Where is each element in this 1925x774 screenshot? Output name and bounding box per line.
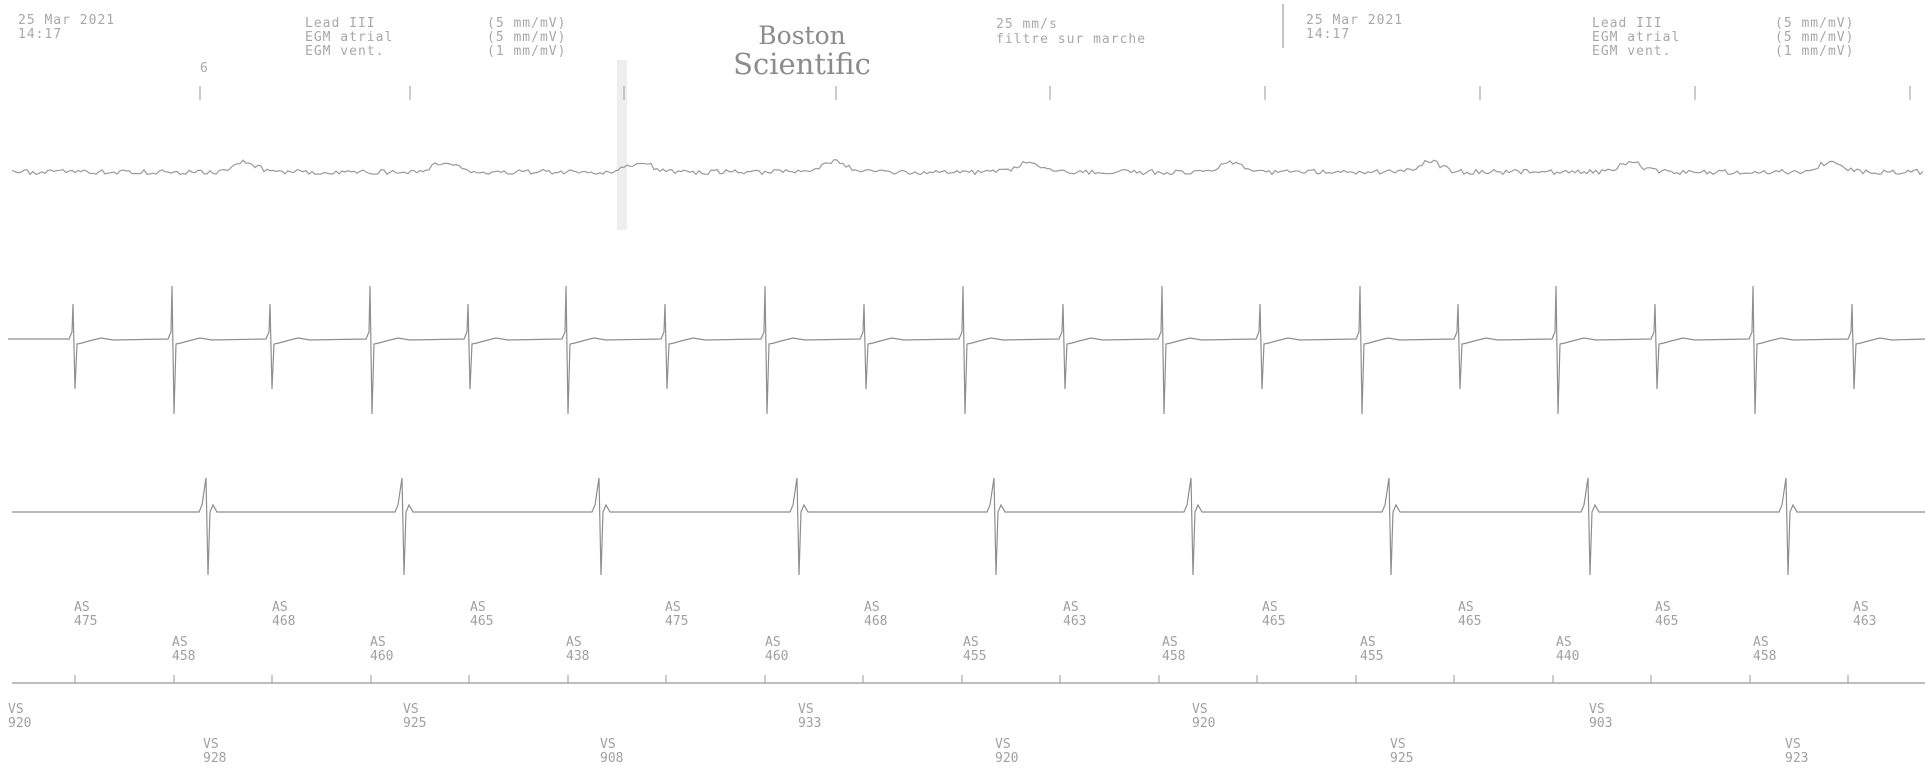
marker-annotations: AS475AS468AS465AS475AS468AS463AS465AS465… xyxy=(8,600,1876,766)
right-lead-scale-3: (1 mm/mV) xyxy=(1775,44,1855,59)
marker-label: AS xyxy=(963,635,979,650)
left-lead-scale-2: (5 mm/mV) xyxy=(487,30,567,45)
marker-value: 468 xyxy=(272,614,295,629)
marker-label: VS xyxy=(1785,737,1801,752)
marker-label: AS xyxy=(566,635,582,650)
marker-value: 458 xyxy=(1753,649,1776,664)
marker-label: VS xyxy=(1589,702,1605,717)
left-lead-scale-3: (1 mm/mV) xyxy=(487,44,567,59)
egm-atrial-trace xyxy=(8,285,1925,415)
marker-label: AS xyxy=(864,600,880,615)
marker-value: 920 xyxy=(1192,716,1215,731)
marker-label: VS xyxy=(600,737,616,752)
left-lead-scale-1: (5 mm/mV) xyxy=(487,16,567,31)
marker-label: AS xyxy=(1262,600,1278,615)
marker-label: AS xyxy=(1853,600,1869,615)
marker-label: AS xyxy=(470,600,486,615)
marker-value: 468 xyxy=(864,614,887,629)
marker-label: AS xyxy=(74,600,90,615)
right-lead-name-3: EGM vent. xyxy=(1592,44,1672,59)
marker-value: 465 xyxy=(1262,614,1285,629)
marker-value: 458 xyxy=(1162,649,1185,664)
marker-value: 455 xyxy=(1360,649,1383,664)
marker-value: 460 xyxy=(370,649,393,664)
marker-value: 460 xyxy=(765,649,788,664)
lead-iii-trace xyxy=(11,159,1924,176)
marker-value: 925 xyxy=(403,716,426,731)
marker-value: 920 xyxy=(995,751,1018,766)
marker-label: AS xyxy=(1556,635,1572,650)
marker-label: AS xyxy=(1063,600,1079,615)
right-lead-name-2: EGM atrial xyxy=(1592,30,1681,45)
marker-label: VS xyxy=(403,702,419,717)
marker-value: 920 xyxy=(8,716,31,731)
marker-value: 933 xyxy=(798,716,821,731)
logo-line-2: Scientific xyxy=(733,47,871,81)
marker-value: 440 xyxy=(1556,649,1579,664)
marker-label: AS xyxy=(172,635,188,650)
marker-value: 455 xyxy=(963,649,986,664)
marker-value: 438 xyxy=(566,649,589,664)
marker-value: 928 xyxy=(203,751,226,766)
marker-value: 925 xyxy=(1390,751,1413,766)
marker-value: 465 xyxy=(1655,614,1678,629)
marker-value: 475 xyxy=(665,614,688,629)
marker-label: AS xyxy=(765,635,781,650)
right-date: 25 Mar 2021 xyxy=(1306,13,1404,28)
event-mark: 6 xyxy=(200,61,209,76)
marker-value: 475 xyxy=(74,614,97,629)
marker-label: AS xyxy=(1753,635,1769,650)
marker-label: VS xyxy=(8,702,24,717)
marker-label: VS xyxy=(995,737,1011,752)
marker-value: 463 xyxy=(1063,614,1086,629)
marker-value: 908 xyxy=(600,751,623,766)
marker-label: VS xyxy=(798,702,814,717)
timing-ticks xyxy=(199,86,1911,100)
marker-value: 463 xyxy=(1853,614,1876,629)
marker-channel-ticks xyxy=(74,675,1849,683)
logo-line-1: Boston xyxy=(758,21,846,50)
left-time: 14:17 xyxy=(18,27,63,42)
marker-value: 465 xyxy=(1458,614,1481,629)
marker-label: VS xyxy=(1390,737,1406,752)
left-lead-name-3: EGM vent. xyxy=(305,44,385,59)
marker-value: 923 xyxy=(1785,751,1808,766)
filter-status: filtre sur marche xyxy=(996,32,1147,47)
marker-value: 458 xyxy=(172,649,195,664)
left-date: 25 Mar 2021 xyxy=(18,13,116,28)
left-lead-name-1: Lead III xyxy=(305,16,376,31)
egm-vent-trace xyxy=(12,477,1925,576)
marker-label: VS xyxy=(203,737,219,752)
paper-speed: 25 mm/s xyxy=(996,17,1058,32)
left-lead-name-2: EGM atrial xyxy=(305,30,394,45)
marker-label: AS xyxy=(1655,600,1671,615)
right-time: 14:17 xyxy=(1306,27,1351,42)
boston-scientific-logo: Boston Scientific xyxy=(722,21,882,81)
marker-label: AS xyxy=(665,600,681,615)
marker-label: AS xyxy=(272,600,288,615)
marker-label: AS xyxy=(1360,635,1376,650)
right-lead-scale-1: (5 mm/mV) xyxy=(1775,16,1855,31)
right-lead-name-1: Lead III xyxy=(1592,16,1663,31)
marker-value: 465 xyxy=(470,614,493,629)
marker-value: 903 xyxy=(1589,716,1612,731)
marker-label: AS xyxy=(1162,635,1178,650)
marker-label: VS xyxy=(1192,702,1208,717)
marker-label: AS xyxy=(1458,600,1474,615)
marker-label: AS xyxy=(370,635,386,650)
right-lead-scale-2: (5 mm/mV) xyxy=(1775,30,1855,45)
